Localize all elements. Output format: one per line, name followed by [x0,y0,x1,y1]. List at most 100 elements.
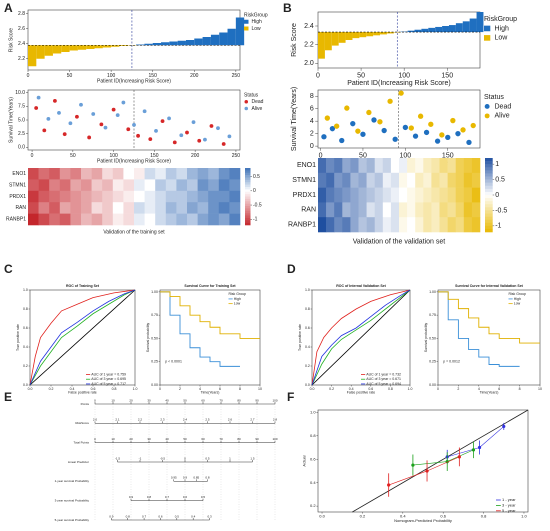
calibration-point [425,469,429,473]
x-tick-label: 50 [357,73,365,80]
y-tick-label: 0.8 [23,307,28,311]
scatter-point [62,132,67,137]
risk-bar [136,44,145,46]
heat-cell [70,179,82,192]
risk-bar [476,12,484,33]
heat-cell [208,190,220,203]
nomogram-tick-label: 2.2 [138,418,143,422]
risk-bar [177,40,186,46]
heat-cell [155,190,167,203]
y-tick-label: 0.0 [18,145,25,151]
colorbar-segment [245,187,251,190]
nomogram-tick-label: 90 [255,437,259,441]
heat-cell [197,168,209,180]
scatter-point [360,131,366,137]
legend-title: RiskGroup [484,16,517,23]
scatter-point [428,121,434,127]
heat-cell [59,179,71,192]
scatter-point [99,122,104,127]
x-tick-label: 2 [179,387,181,391]
colorbar-segment [245,191,251,195]
scatter-point [387,98,393,104]
x-tick-label: 0 [437,387,439,391]
nomogram-tick-label: 0.4 [191,514,196,518]
legend-title: Status [244,92,259,98]
colorbar-label: 0.5 [253,174,260,180]
row-label: STMN1 [9,182,26,188]
heat-cell [155,202,167,214]
scatter-point [412,133,419,139]
y-tick-label: 0.75 [429,313,436,317]
colorbar-segment [485,207,493,211]
y-tick-label: 1.00 [151,290,158,294]
scatter-point [333,123,340,129]
scatter-point [42,128,47,133]
row-label: RiskScore [75,421,89,425]
colorbar-segment [245,201,251,204]
colorbar-label: 1 [495,161,499,168]
scatter-point [75,114,79,119]
heat-cell [471,202,481,218]
nomogram-tick-label: 0.9 [129,495,134,499]
heat-cell [407,187,416,203]
heat-cell [415,187,424,203]
scatter-point [87,135,92,140]
heat-cell [81,179,92,192]
colorbar-segment [245,172,251,176]
scatter-point [445,134,451,141]
x-tick-label: 8 [519,387,521,391]
nomogram-tick-label: 1.5 [250,456,255,460]
heat-cell [423,158,432,174]
heat-cell [366,187,375,203]
heat-cell [144,202,156,214]
roc-curve [311,289,411,386]
y-axis-label: Survival probability [146,323,150,353]
scatter-point [126,127,131,132]
heat-cell [187,202,198,214]
heat-cell [374,202,384,218]
y-axis-label: Survival probability [424,323,428,353]
heat-cell [91,202,103,214]
heat-cell [358,158,367,174]
panel-label: F [287,390,294,404]
heat-cell [342,202,351,218]
risk-bar [161,42,170,46]
colorbar-segment [485,188,493,193]
risk-bar [144,43,153,46]
y-tick-label: 1.00 [429,290,436,294]
calibration-point [411,463,415,467]
calibration-point [457,455,461,459]
row-label: Total Points [73,440,89,444]
y-tick-label: 7.5 [18,104,25,110]
heat-cell [59,168,71,180]
nomogram-tick-label: 60 [201,437,205,441]
scatter-point [136,133,140,138]
nomogram-tick-label: 10 [111,398,115,402]
x-tick-label: 4 [199,387,201,391]
heat-cell [431,217,440,233]
x-axis-label: Validation of the validation set [353,239,446,246]
scatter-point [191,120,196,125]
heat-cell [334,172,343,188]
heat-cell [374,217,384,233]
heat-cell [176,213,188,226]
heat-cell [70,213,82,226]
colorbar-segment [485,182,493,187]
heat-cell [326,217,335,233]
heat-cell [49,179,61,192]
legend-label: AUC of 3 year = 0.671 [366,377,401,381]
heat-cell [176,168,188,180]
legend-title: RiskGroup [244,12,268,18]
heat-cell [112,168,124,180]
heat-cell [350,202,359,218]
scatter-point [329,126,336,132]
annotation: p = 0.0012 [443,360,460,364]
y-axis-label: Survival Time(Years) [291,87,298,151]
survival-curve [438,291,540,344]
nomogram-tick-label: 0.6 [158,514,163,518]
x-axis-label: Time(Years) [480,391,499,395]
risk-bar [386,32,394,34]
risk-bar [407,30,415,33]
plot-frame [437,289,541,386]
